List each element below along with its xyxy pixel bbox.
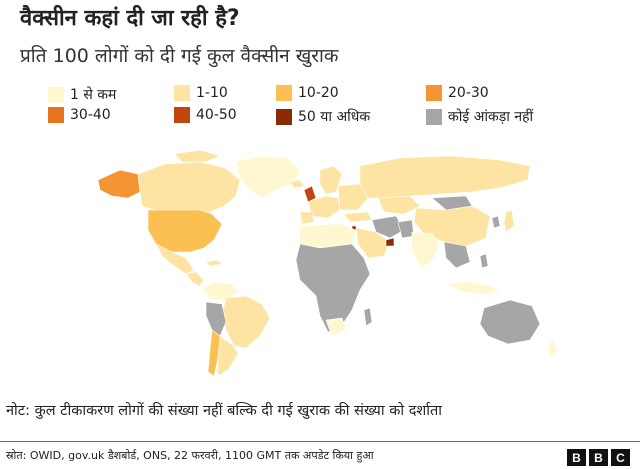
region-kazakhstan bbox=[377, 195, 421, 215]
region-iberia bbox=[299, 211, 315, 225]
legend-swatch bbox=[426, 85, 442, 101]
legend: 1 से कम 1-10 10-20 20-30 30-40 40-50 50 … bbox=[48, 85, 638, 135]
legend-label: 40-50 bbox=[196, 107, 237, 123]
legend-swatch bbox=[276, 108, 292, 125]
legend-label: 1-10 bbox=[196, 85, 228, 101]
region-australia bbox=[479, 299, 541, 345]
bbc-logo-letter: B bbox=[589, 449, 608, 466]
legend-label: 20-30 bbox=[448, 85, 489, 101]
legend-item-30-40: 30-40 bbox=[48, 107, 111, 123]
legend-item-40-50: 40-50 bbox=[174, 107, 237, 123]
region-central-america bbox=[185, 271, 205, 287]
bbc-logo-letter: B bbox=[567, 449, 586, 466]
region-japan bbox=[503, 209, 515, 233]
region-pakistan bbox=[397, 219, 415, 239]
region-new-zealand bbox=[547, 339, 559, 359]
legend-item-1-10: 1-10 bbox=[174, 85, 228, 101]
region-canada-islands bbox=[174, 149, 221, 163]
legend-swatch bbox=[276, 85, 292, 101]
legend-item-20-30: 20-30 bbox=[426, 85, 489, 101]
region-southeast-asia bbox=[443, 241, 471, 269]
bbc-logo-letter: C bbox=[611, 449, 630, 466]
region-arabia bbox=[355, 227, 391, 259]
region-madagascar bbox=[363, 307, 373, 327]
region-mexico bbox=[155, 243, 195, 275]
source-text: स्रोत: OWID, gov.uk डैशबोर्ड, ONS, 22 फर… bbox=[6, 449, 374, 462]
note-text: नोट: कुल टीकाकरण लोगों की संख्या नहीं बल… bbox=[6, 403, 443, 419]
bbc-logo: B B C bbox=[567, 449, 630, 466]
region-turkey bbox=[343, 211, 373, 223]
legend-label: 50 या अधिक bbox=[298, 109, 371, 125]
legend-item-no-data: कोई आंकड़ा नहीं bbox=[426, 107, 533, 126]
region-south-africa bbox=[325, 317, 347, 337]
region-caribbean bbox=[205, 259, 223, 267]
region-philippines bbox=[479, 253, 489, 269]
legend-label: कोई आंकड़ा नहीं bbox=[448, 109, 534, 125]
region-india bbox=[411, 231, 441, 267]
region-korea bbox=[491, 215, 501, 229]
region-africa bbox=[295, 243, 371, 333]
legend-label: 30-40 bbox=[70, 107, 111, 123]
region-argentina bbox=[217, 335, 239, 377]
region-uk bbox=[303, 185, 317, 203]
region-indonesia bbox=[445, 281, 501, 295]
region-alaska bbox=[97, 169, 141, 199]
region-scandinavia bbox=[319, 165, 343, 195]
world-map bbox=[0, 140, 640, 385]
legend-label: 10-20 bbox=[298, 85, 339, 101]
region-canada bbox=[137, 161, 241, 213]
legend-item-lt1: 1 से कम bbox=[48, 85, 116, 104]
legend-item-10-20: 10-20 bbox=[276, 85, 339, 101]
region-iran bbox=[371, 215, 405, 239]
legend-swatch bbox=[48, 107, 64, 123]
region-uae bbox=[385, 237, 395, 247]
region-iceland bbox=[289, 179, 305, 189]
legend-swatch bbox=[174, 85, 190, 101]
legend-swatch bbox=[174, 107, 190, 123]
map-title: वैक्सीन कहां दी जा रही है? bbox=[20, 6, 240, 31]
region-brazil bbox=[221, 295, 271, 349]
region-usa bbox=[147, 209, 223, 253]
legend-label: 1 से कम bbox=[70, 87, 117, 103]
map-subtitle: प्रति 100 लोगों को दी गई कुल वैक्सीन खुर… bbox=[20, 45, 339, 67]
region-eastern-europe bbox=[337, 183, 369, 211]
footer-divider bbox=[0, 441, 640, 442]
region-russia bbox=[359, 155, 531, 199]
region-greenland bbox=[235, 155, 301, 199]
region-colombia-venezuela bbox=[201, 281, 239, 301]
legend-item-50-plus: 50 या अधिक bbox=[276, 107, 370, 126]
region-peru-bolivia bbox=[205, 301, 227, 337]
legend-swatch bbox=[48, 86, 64, 103]
world-map-svg bbox=[97, 149, 559, 377]
legend-swatch bbox=[426, 108, 442, 125]
